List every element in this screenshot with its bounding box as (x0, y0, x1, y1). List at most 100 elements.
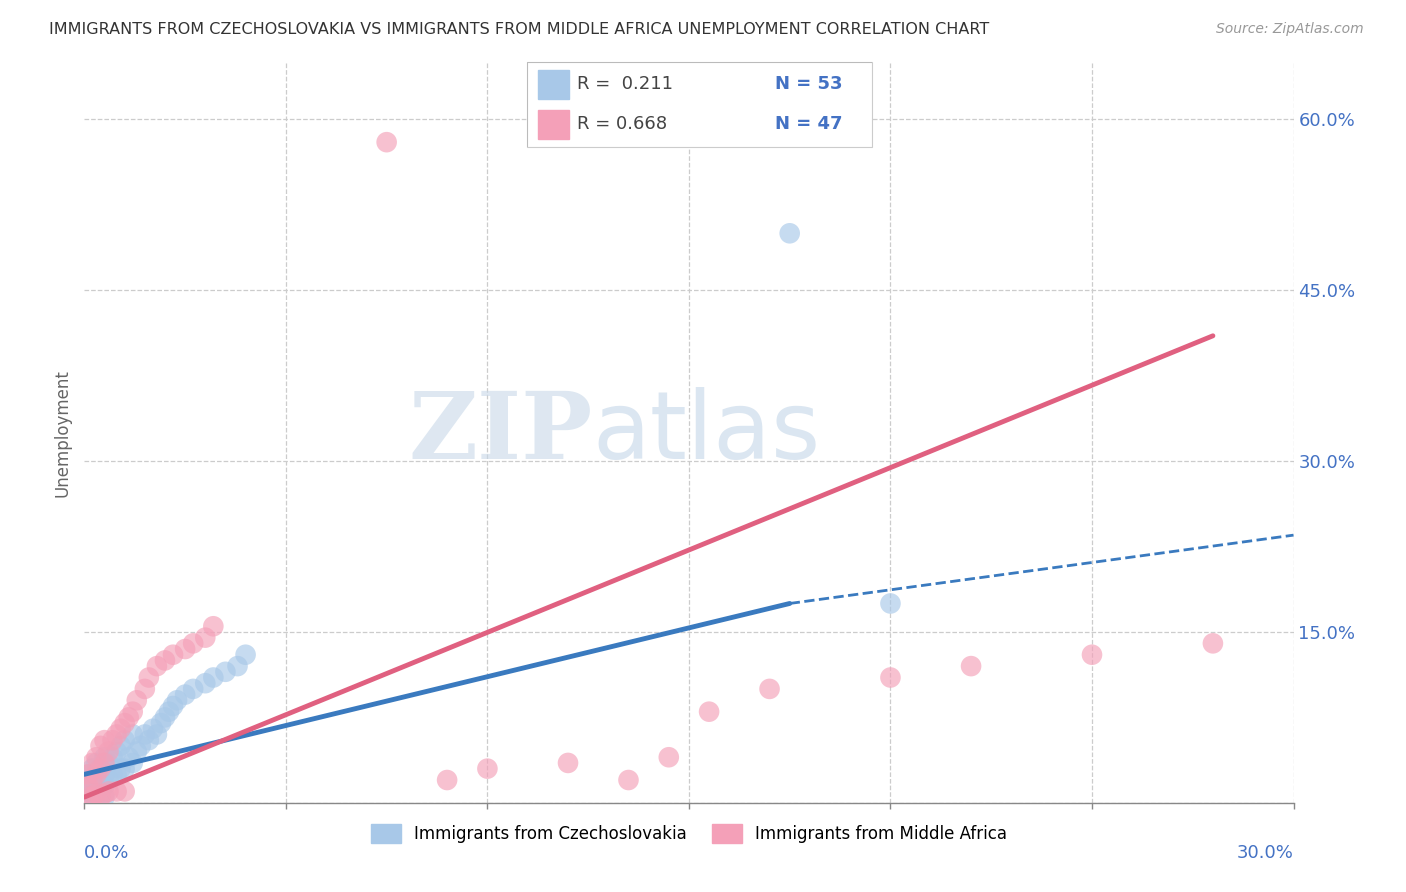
Point (97, 745, 120, 759)
Point (557, 756, 579, 770)
Point (146, 659, 169, 673)
Text: 0.0%: 0.0% (84, 844, 129, 862)
Point (138, 671, 160, 685)
Point (166, 693, 188, 707)
Text: ZIP: ZIP (408, 388, 592, 477)
Point (86, 767, 108, 781)
Point (114, 716, 136, 731)
Point (97, 772, 120, 787)
Point (235, 648, 257, 662)
Point (162, 698, 184, 713)
Point (77, 790, 100, 805)
Point (82, 772, 104, 787)
Point (93, 767, 115, 781)
Point (86, 756, 108, 770)
Point (77, 772, 100, 787)
Point (105, 727, 128, 741)
Point (101, 767, 124, 781)
Point (226, 659, 249, 673)
Y-axis label: Unemployment: Unemployment (53, 368, 72, 497)
Text: Source: ZipAtlas.com: Source: ZipAtlas.com (1216, 22, 1364, 37)
Point (162, 648, 184, 662)
Point (82, 790, 104, 805)
Point (77, 790, 100, 805)
Point (960, 659, 983, 673)
Point (436, 772, 458, 787)
Point (89, 790, 111, 805)
Point (202, 671, 225, 685)
Point (77, 767, 100, 781)
Text: N = 47: N = 47 (775, 115, 842, 133)
Point (93, 787, 115, 801)
Point (181, 681, 204, 696)
Point (153, 710, 176, 724)
Point (82, 762, 104, 776)
Point (181, 636, 204, 650)
Point (86, 750, 108, 764)
Point (1202, 636, 1225, 650)
Point (86, 767, 108, 781)
Legend: Immigrants from Czechoslovakia, Immigrants from Middle Africa: Immigrants from Czechoslovakia, Immigran… (364, 817, 1014, 850)
Text: atlas: atlas (592, 386, 821, 479)
Point (174, 642, 197, 657)
Point (214, 665, 236, 679)
Point (758, 681, 780, 696)
Point (105, 745, 128, 759)
Point (134, 681, 156, 696)
Point (105, 767, 128, 781)
Point (879, 597, 901, 611)
Point (105, 784, 128, 798)
Point (110, 762, 132, 776)
Point (93, 756, 115, 770)
Point (121, 756, 143, 770)
Point (1081, 648, 1104, 662)
Point (129, 739, 152, 753)
Point (121, 727, 143, 741)
Point (375, 135, 398, 149)
Point (97, 784, 120, 798)
Point (86, 787, 108, 801)
Point (93, 750, 115, 764)
Point (77, 779, 100, 793)
Point (617, 772, 640, 787)
Point (82, 756, 104, 770)
Point (477, 762, 499, 776)
Text: R = 0.668: R = 0.668 (578, 115, 668, 133)
Point (202, 619, 225, 633)
Point (101, 733, 124, 747)
Text: R =  0.211: R = 0.211 (578, 76, 673, 94)
Point (77, 779, 100, 793)
Point (93, 733, 115, 747)
Point (125, 745, 148, 759)
Point (153, 653, 176, 667)
Point (86, 779, 108, 793)
Point (101, 750, 124, 764)
Point (125, 693, 148, 707)
Point (89, 762, 111, 776)
Point (194, 676, 217, 690)
Point (879, 671, 901, 685)
Text: N = 53: N = 53 (775, 76, 842, 94)
Point (157, 705, 180, 719)
Point (86, 790, 108, 805)
Bar (537, 110, 568, 139)
Text: 30.0%: 30.0% (1237, 844, 1294, 862)
Point (114, 733, 136, 747)
Point (110, 739, 132, 753)
Point (89, 790, 111, 805)
Point (121, 705, 143, 719)
Point (194, 631, 217, 645)
Point (658, 750, 681, 764)
Point (93, 779, 115, 793)
Point (82, 779, 104, 793)
Point (89, 772, 111, 787)
Point (82, 790, 104, 805)
Point (77, 767, 100, 781)
Point (118, 710, 141, 724)
Point (146, 727, 169, 741)
Point (697, 705, 720, 719)
Text: IMMIGRANTS FROM CZECHOSLOVAKIA VS IMMIGRANTS FROM MIDDLE AFRICA UNEMPLOYMENT COR: IMMIGRANTS FROM CZECHOSLOVAKIA VS IMMIGR… (49, 22, 990, 37)
FancyBboxPatch shape (527, 62, 872, 147)
Point (93, 790, 115, 805)
Point (118, 750, 141, 764)
